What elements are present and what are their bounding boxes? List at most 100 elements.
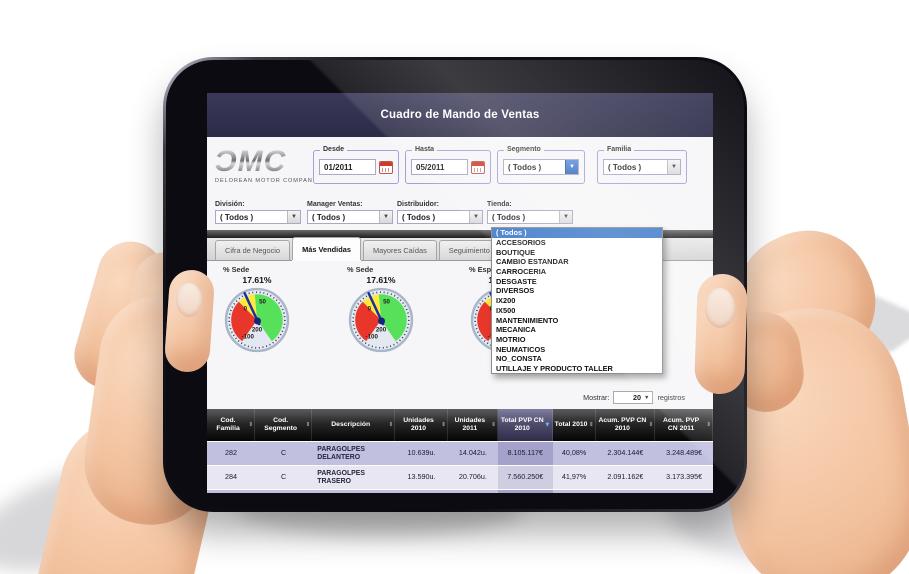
sort-icon: ⇕ bbox=[706, 421, 711, 428]
tablet-device: Cuadro de Mando de Ventas ƆMC DELOREAN M… bbox=[163, 57, 747, 512]
division-label: División: bbox=[215, 201, 245, 208]
gauge-sede-1: % Sede 17.61% 0 50 200 bbox=[209, 265, 305, 353]
chevron-down-icon: ▼ bbox=[643, 394, 650, 401]
distribuidor-label: Distribuidor: bbox=[397, 201, 439, 208]
col-total-pvp-cn-2010[interactable]: Total PVP CN 2010 ▼ bbox=[497, 409, 553, 441]
sort-icon: ⇕ bbox=[248, 421, 254, 428]
svg-text:200: 200 bbox=[252, 326, 263, 333]
tienda-select[interactable]: ( Todos ) ▼ bbox=[487, 210, 573, 224]
gauge-label: % España bbox=[469, 265, 504, 274]
dmc-logo-letters: ƆMC bbox=[215, 147, 311, 177]
table-row[interactable]: 202 C PUERTAS 6.236u. 9.044u. 6.587.400€… bbox=[207, 489, 713, 493]
dropdown-option[interactable]: BOUTIQUE bbox=[496, 247, 536, 257]
dropdown-option[interactable]: IX500 bbox=[496, 305, 516, 315]
segmento-dropdown-list: ( Todos ) ACCESORIOS BOUTIQUE CAMBIO EST… bbox=[491, 227, 663, 375]
filter-hasta: Hasta 05/2011 bbox=[405, 146, 491, 184]
svg-text:50: 50 bbox=[259, 299, 266, 306]
col-acum-pvp-cn-2011[interactable]: Acum. PVP CN 2011 ⇕ bbox=[655, 409, 713, 441]
chevron-down-icon[interactable]: ▼ bbox=[667, 160, 680, 174]
sort-icon: ⇕ bbox=[491, 421, 496, 428]
dropdown-option[interactable]: ( Todos ) bbox=[492, 228, 662, 238]
sort-icon: ⇕ bbox=[648, 421, 654, 428]
hasta-input[interactable]: 05/2011 bbox=[411, 159, 468, 175]
col-cod-segmento[interactable]: Cod. Segmento ⇕ bbox=[255, 409, 313, 441]
page-size-select[interactable]: 20 ▼ bbox=[613, 391, 654, 404]
page-title: Cuadro de Mando de Ventas bbox=[380, 109, 540, 121]
left-thumb-nail bbox=[176, 283, 202, 317]
gauge-dial: 0 50 200 -100 bbox=[348, 287, 414, 353]
col-acum-pvp-cn-2010[interactable]: Acum. PVP CN 2010 ⇕ bbox=[596, 409, 656, 441]
tab-mas-vendidas[interactable]: Más Vendidas bbox=[292, 237, 361, 260]
dmc-logo: ƆMC DELOREAN MOTOR COMPANY bbox=[215, 147, 316, 195]
filter-division: División: ( Todos ) ▼ bbox=[215, 201, 301, 224]
segmento-select[interactable]: ( Todos ) ▼ bbox=[503, 159, 579, 175]
svg-text:200: 200 bbox=[376, 326, 387, 333]
distribuidor-select[interactable]: ( Todos ) ▼ bbox=[397, 210, 483, 224]
gauge-value: 17.61% bbox=[242, 275, 272, 285]
dropdown-option[interactable]: MECANICA bbox=[496, 325, 536, 335]
col-cod-familia[interactable]: Cod. Familia ⇕ bbox=[207, 409, 256, 441]
sort-icon: ⇕ bbox=[441, 421, 446, 428]
dropdown-option[interactable]: NO_CONSTA bbox=[496, 354, 542, 364]
table-row[interactable]: 284 C PARAGOLPES TRASERO 13.590u. 20.706… bbox=[207, 465, 713, 489]
pager: Mostrar: 20 ▼ registros bbox=[583, 391, 685, 404]
chevron-down-icon[interactable]: ▼ bbox=[559, 211, 572, 223]
calendar-icon[interactable] bbox=[379, 160, 393, 174]
familia-value: ( Todos ) bbox=[608, 162, 642, 172]
dropdown-option[interactable]: IX200 bbox=[496, 296, 516, 306]
desde-input[interactable]: 01/2011 bbox=[319, 159, 376, 175]
chevron-down-icon[interactable]: ▼ bbox=[565, 160, 578, 174]
dropdown-option[interactable]: MANTENIMIENTO bbox=[496, 315, 559, 325]
dropdown-option[interactable]: DIVERSOS bbox=[496, 286, 535, 296]
segmento-value: ( Todos ) bbox=[508, 162, 542, 172]
division-select[interactable]: ( Todos ) ▼ bbox=[215, 210, 301, 224]
filter-desde: Desde 01/2011 bbox=[313, 146, 399, 184]
tienda-value: ( Todos ) bbox=[492, 212, 526, 222]
filter-tienda: Tienda: ( Todos ) ▼ bbox=[487, 201, 573, 224]
filter-manager-ventas: Manager Ventas: ( Todos ) ▼ bbox=[307, 201, 393, 224]
tablet-bezel: Cuadro de Mando de Ventas ƆMC DELOREAN M… bbox=[166, 60, 744, 509]
gauge-value: 17.61% bbox=[366, 275, 396, 285]
dropdown-option[interactable]: DESGASTE bbox=[496, 276, 537, 286]
table-header: Cod. Familia ⇕ Cod. Segmento ⇕ Descripción… bbox=[207, 409, 713, 441]
dropdown-option[interactable]: CAMBIO ESTANDAR bbox=[496, 257, 569, 267]
mostrar-label: Mostrar: bbox=[583, 393, 610, 402]
familia-select[interactable]: ( Todos ) ▼ bbox=[603, 159, 681, 175]
col-total-2010[interactable]: Total 2010 ⇕ bbox=[553, 409, 596, 441]
filter-familia: Familia ( Todos ) ▼ bbox=[597, 146, 687, 184]
table-row[interactable]: 282 C PARAGOLPES DELANTERO 10.639u. 14.0… bbox=[207, 441, 713, 465]
hasta-label: Hasta bbox=[412, 146, 438, 153]
dropdown-option[interactable]: UTILLAJE Y PRODUCTO TALLER bbox=[496, 363, 613, 373]
tablet-screen: Cuadro de Mando de Ventas ƆMC DELOREAN M… bbox=[207, 93, 713, 493]
chevron-down-icon[interactable]: ▼ bbox=[287, 211, 300, 223]
col-descripcion[interactable]: Descripción ⇕ bbox=[312, 409, 396, 441]
sort-icon: ⇕ bbox=[588, 421, 594, 428]
col-unidades-2010[interactable]: Unidades 2010 ⇕ bbox=[395, 409, 448, 441]
svg-text:-100: -100 bbox=[242, 334, 255, 341]
sales-table: Cod. Familia ⇕ Cod. Segmento ⇕ Descripción… bbox=[207, 409, 713, 493]
chevron-down-icon[interactable]: ▼ bbox=[379, 211, 392, 223]
page-size-value: 20 bbox=[632, 393, 641, 402]
tab-cifra-de-negocio[interactable]: Cifra de Negocio bbox=[215, 240, 291, 260]
dropdown-option[interactable]: ACCESORIOS bbox=[496, 238, 546, 248]
app-title-bar: Cuadro de Mando de Ventas bbox=[207, 93, 713, 137]
col-unidades-2011[interactable]: Unidades 2011 ⇕ bbox=[448, 409, 498, 441]
dropdown-option[interactable]: MOTRIO bbox=[496, 334, 526, 344]
sort-icon: ⇕ bbox=[305, 421, 311, 428]
calendar-icon[interactable] bbox=[471, 160, 485, 174]
svg-text:0: 0 bbox=[368, 306, 372, 313]
tab-strip-divider bbox=[207, 230, 713, 238]
tab-mayores-caidas[interactable]: Mayores Caídas bbox=[362, 240, 437, 260]
dropdown-option[interactable]: CARROCERIA bbox=[496, 267, 547, 277]
manager-ventas-select[interactable]: ( Todos ) ▼ bbox=[307, 210, 393, 224]
svg-text:50: 50 bbox=[383, 299, 390, 306]
registros-label: registros bbox=[657, 393, 685, 402]
sort-desc-icon: ▼ bbox=[544, 421, 551, 429]
filter-segmento: Segmento ( Todos ) ▼ bbox=[497, 146, 585, 184]
filter-distribuidor: Distribuidor: ( Todos ) ▼ bbox=[397, 201, 483, 224]
chevron-down-icon[interactable]: ▼ bbox=[469, 211, 482, 223]
desde-label: Desde bbox=[320, 146, 348, 153]
dashboard-content: ƆMC DELOREAN MOTOR COMPANY Desde 01/2011… bbox=[207, 137, 713, 493]
dropdown-option[interactable]: NEUMATICOS bbox=[496, 344, 546, 354]
